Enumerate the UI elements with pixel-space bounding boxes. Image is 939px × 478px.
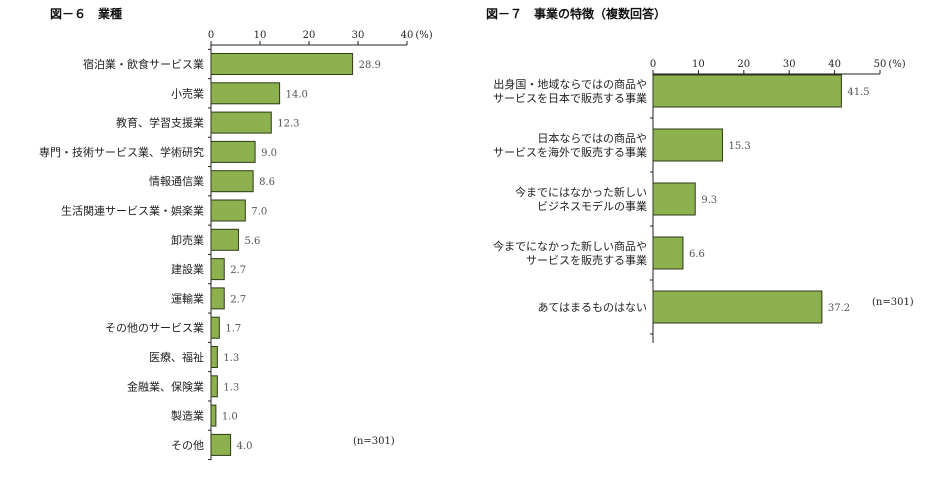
chart1-bar — [210, 82, 281, 105]
chart1-value-label: 9.0 — [261, 148, 277, 159]
chart2-bar — [652, 236, 684, 270]
chart1-tick-label: 10 — [254, 30, 267, 41]
chart1-bar — [210, 170, 254, 193]
chart2-value-label: 9.3 — [701, 195, 717, 206]
chart1-value-label: 2.7 — [230, 265, 246, 276]
chart1-bar — [210, 228, 239, 251]
chart1-category-label: 建設業 — [171, 262, 204, 276]
chart2-sample-note: (n=301) — [872, 297, 914, 308]
chart2-category-label: 今までにはなかった新しい — [515, 185, 647, 199]
chart2-category-label: 出身国・地域ならではの商品や — [493, 77, 647, 91]
chart1-value-label: 14.0 — [286, 89, 308, 100]
chart2-value-label: 15.3 — [728, 141, 750, 152]
chart1-category-label: 製造業 — [171, 409, 204, 423]
chart1-value-label: 8.6 — [259, 177, 275, 188]
chart1-category-label: 生活関連サービス業・娯楽業 — [61, 204, 204, 218]
chart1-bar — [210, 287, 225, 310]
chart1-category-label: 専門・技術サービス業、学術研究 — [39, 145, 204, 159]
chart2-title: 図－７ 事業の特徴（複数回答） — [486, 7, 667, 21]
chart2-category-label: 日本ならではの商品や — [537, 131, 647, 145]
chart1-tick-label: 40 — [401, 30, 414, 41]
chart1-value-label: 1.3 — [223, 382, 239, 393]
chart1-unit-label: (%) — [415, 30, 432, 41]
chart1-bar — [210, 375, 218, 398]
chart1-sample-note: (n=301) — [353, 436, 395, 447]
chart1-bar — [210, 258, 225, 281]
chart1-bar — [210, 346, 218, 368]
chart1-bar — [210, 404, 217, 427]
chart1-bar — [210, 140, 256, 163]
chart1-value-label: 1.7 — [225, 324, 241, 335]
chart1-category-label: その他のサービス業 — [105, 322, 204, 335]
chart2-category-label: サービスを海外で販売する事業 — [493, 145, 647, 159]
chart1-tick-label: 0 — [208, 30, 214, 41]
chart1-bar — [210, 316, 220, 339]
chart2-bar — [652, 290, 823, 324]
chart2-unit-label: (%) — [888, 59, 905, 70]
chart2-tick-label: 30 — [783, 59, 796, 70]
chart2-category-label: あてはまるものはない — [537, 301, 647, 314]
chart1-category-label: 卸売業 — [171, 233, 204, 247]
chart2-tick-label: 10 — [692, 59, 705, 70]
chart1-bar — [210, 53, 354, 75]
chart2-category-label: ビジネスモデルの事業 — [537, 199, 647, 213]
chart2-tick-label: 20 — [737, 59, 750, 70]
chart1-value-label: 1.0 — [222, 412, 238, 423]
chart1-value-label: 28.9 — [359, 60, 381, 71]
chart1-value-label: 2.7 — [230, 294, 246, 305]
chart1-category-label: 情報通信業 — [149, 175, 204, 188]
chart1-bar — [210, 433, 232, 456]
chart1-category-label: その他 — [171, 439, 204, 452]
chart2-value-label: 41.5 — [847, 87, 869, 98]
chart1-category-label: 運輸業 — [171, 291, 204, 305]
chart2-tick-label: 0 — [650, 59, 656, 70]
chart1-value-label: 1.3 — [223, 353, 239, 364]
chart1-bar — [210, 111, 272, 134]
chart2-tick-label: 50 — [874, 59, 887, 70]
chart2-tick-label: 40 — [828, 59, 841, 70]
chart2-category-label: 今までになかった新しい商品や — [493, 239, 647, 253]
chart1-value-label: 12.3 — [277, 119, 299, 130]
chart1-category-label: 教育、学習支援業 — [116, 116, 204, 130]
chart1-value-label: 4.0 — [237, 441, 253, 452]
chart1-bar — [210, 199, 246, 222]
chart1-value-label: 7.0 — [251, 207, 267, 218]
chart1-tick-label: 20 — [303, 30, 316, 41]
chart1-title: 図－６ 業種 — [50, 7, 123, 21]
chart1-category-label: 宿泊業・飲食サービス業 — [83, 57, 204, 71]
chart2-bar — [652, 182, 696, 216]
chart1-category-label: 小売業 — [171, 87, 204, 100]
chart2-category-label: サービスを販売する事業 — [526, 254, 647, 267]
chart2-bar — [652, 128, 723, 162]
chart2-bar — [652, 74, 842, 108]
chart1-tick-label: 30 — [352, 30, 365, 41]
chart1-value-label: 5.6 — [244, 236, 260, 247]
chart1-category-label: 金融業、保険業 — [127, 379, 204, 393]
chart1-category-label: 医療、福祉 — [149, 350, 204, 364]
chart2-value-label: 6.6 — [689, 249, 705, 260]
chart2-category-label: サービスを日本で販売する事業 — [493, 91, 647, 105]
chart2-value-label: 37.2 — [828, 303, 850, 314]
